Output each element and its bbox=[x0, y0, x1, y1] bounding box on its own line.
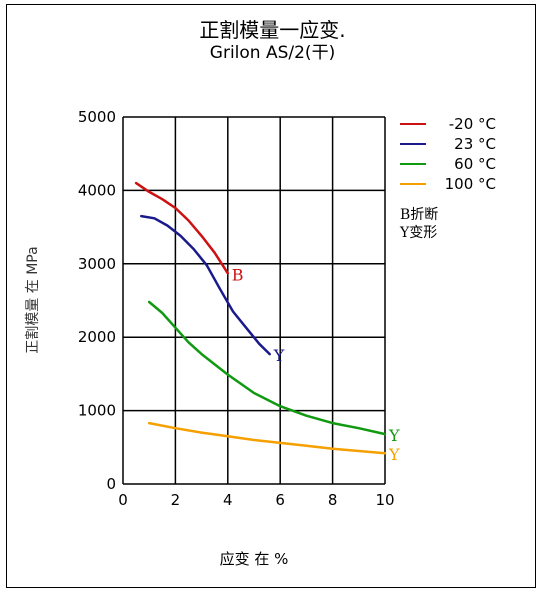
x-tick-label: 2 bbox=[171, 491, 181, 509]
y-tick-label: 3000 bbox=[78, 255, 116, 273]
legend-swatch bbox=[400, 183, 426, 185]
y-tick-label: 4000 bbox=[78, 181, 116, 199]
legend-item: 100 °C bbox=[400, 174, 496, 194]
x-tick-label: 4 bbox=[223, 491, 233, 509]
legend-notes: B折断 Y变形 bbox=[400, 206, 438, 242]
legend-item: 23 °C bbox=[400, 134, 496, 154]
legend-item: -20 °C bbox=[400, 114, 496, 134]
chart-title: 正割模量一应变. bbox=[199, 18, 346, 42]
y-tick-label: 0 bbox=[106, 475, 116, 493]
legend-label: -20 °C bbox=[448, 115, 496, 133]
series-end-marker: Y bbox=[388, 445, 400, 464]
x-tick-label: 8 bbox=[328, 491, 338, 509]
series-line bbox=[140, 214, 271, 356]
x-tick-label: 10 bbox=[375, 491, 394, 509]
y-tick-label: 1000 bbox=[78, 402, 116, 420]
note-break: B折断 bbox=[400, 207, 439, 223]
chart-subtitle: Grilon AS/2(干) bbox=[209, 43, 336, 63]
x-tick-label: 0 bbox=[118, 491, 128, 509]
y-tick-label: 2000 bbox=[78, 328, 116, 346]
series-end-marker: Y bbox=[388, 426, 400, 445]
note-yield: Y变形 bbox=[400, 225, 438, 241]
series-line bbox=[134, 181, 230, 275]
x-tick-label: 6 bbox=[275, 491, 285, 509]
chart-frame bbox=[6, 4, 536, 588]
series-end-marker: B bbox=[232, 265, 244, 284]
x-axis-label: 应变 在 % bbox=[219, 550, 289, 568]
legend-label: 100 °C bbox=[444, 175, 496, 193]
legend-label: 23 °C bbox=[454, 135, 496, 153]
legend-item: 60 °C bbox=[400, 154, 496, 174]
series-end-marker: Y bbox=[273, 346, 285, 365]
y-tick-label: 5000 bbox=[78, 108, 116, 126]
series-line bbox=[147, 421, 387, 455]
y-axis-label: 正割模量 在 MPa bbox=[25, 246, 41, 354]
legend-swatch bbox=[400, 163, 426, 165]
legend-swatch bbox=[400, 123, 426, 125]
legend: -20 °C 23 °C 60 °C 100 °C bbox=[400, 114, 496, 194]
series-line bbox=[147, 300, 387, 436]
legend-label: 60 °C bbox=[454, 155, 496, 173]
legend-swatch bbox=[400, 143, 426, 145]
